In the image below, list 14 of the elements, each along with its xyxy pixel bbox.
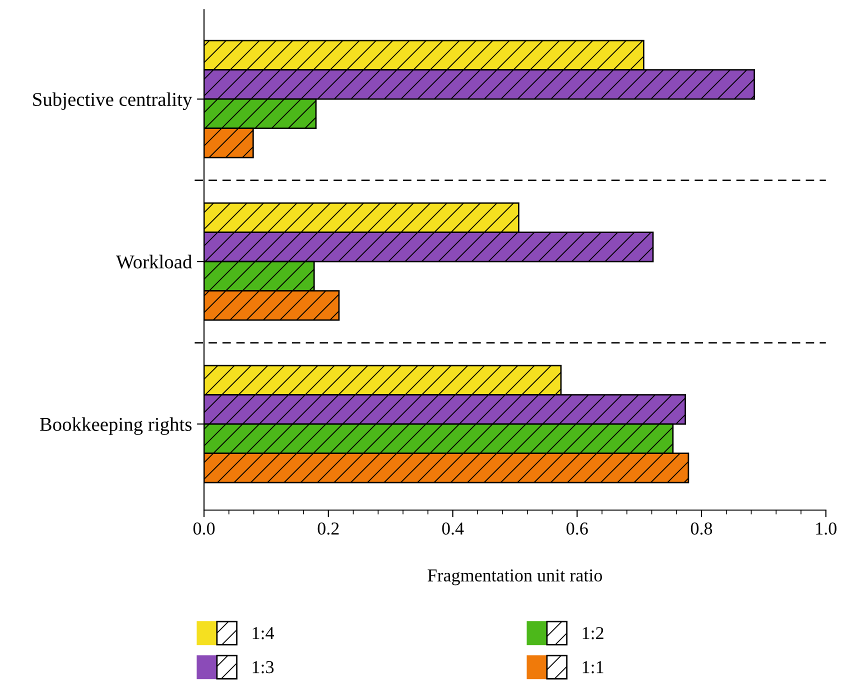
legend-label: 1:1 — [582, 661, 604, 674]
x-axis-title: Fragmentation unit ratio — [428, 569, 602, 586]
x-tick-label: 0.8 — [690, 522, 712, 535]
x-tick-label: 0.4 — [442, 522, 464, 535]
legend-label: 1:4 — [252, 627, 274, 640]
y-tick-label: Workload — [116, 254, 192, 269]
y-tick-label: Bookkeeping rights — [40, 417, 192, 435]
y-tick-label: Subjective centrality — [33, 92, 192, 110]
legend-label: 1:3 — [252, 661, 274, 674]
legend-label: 1:2 — [582, 627, 604, 640]
x-tick-label: 0.6 — [566, 522, 588, 535]
x-tick-label: 0.2 — [318, 522, 339, 535]
x-tick-label: 0.0 — [193, 522, 215, 535]
x-tick-label: 1.0 — [816, 522, 836, 535]
